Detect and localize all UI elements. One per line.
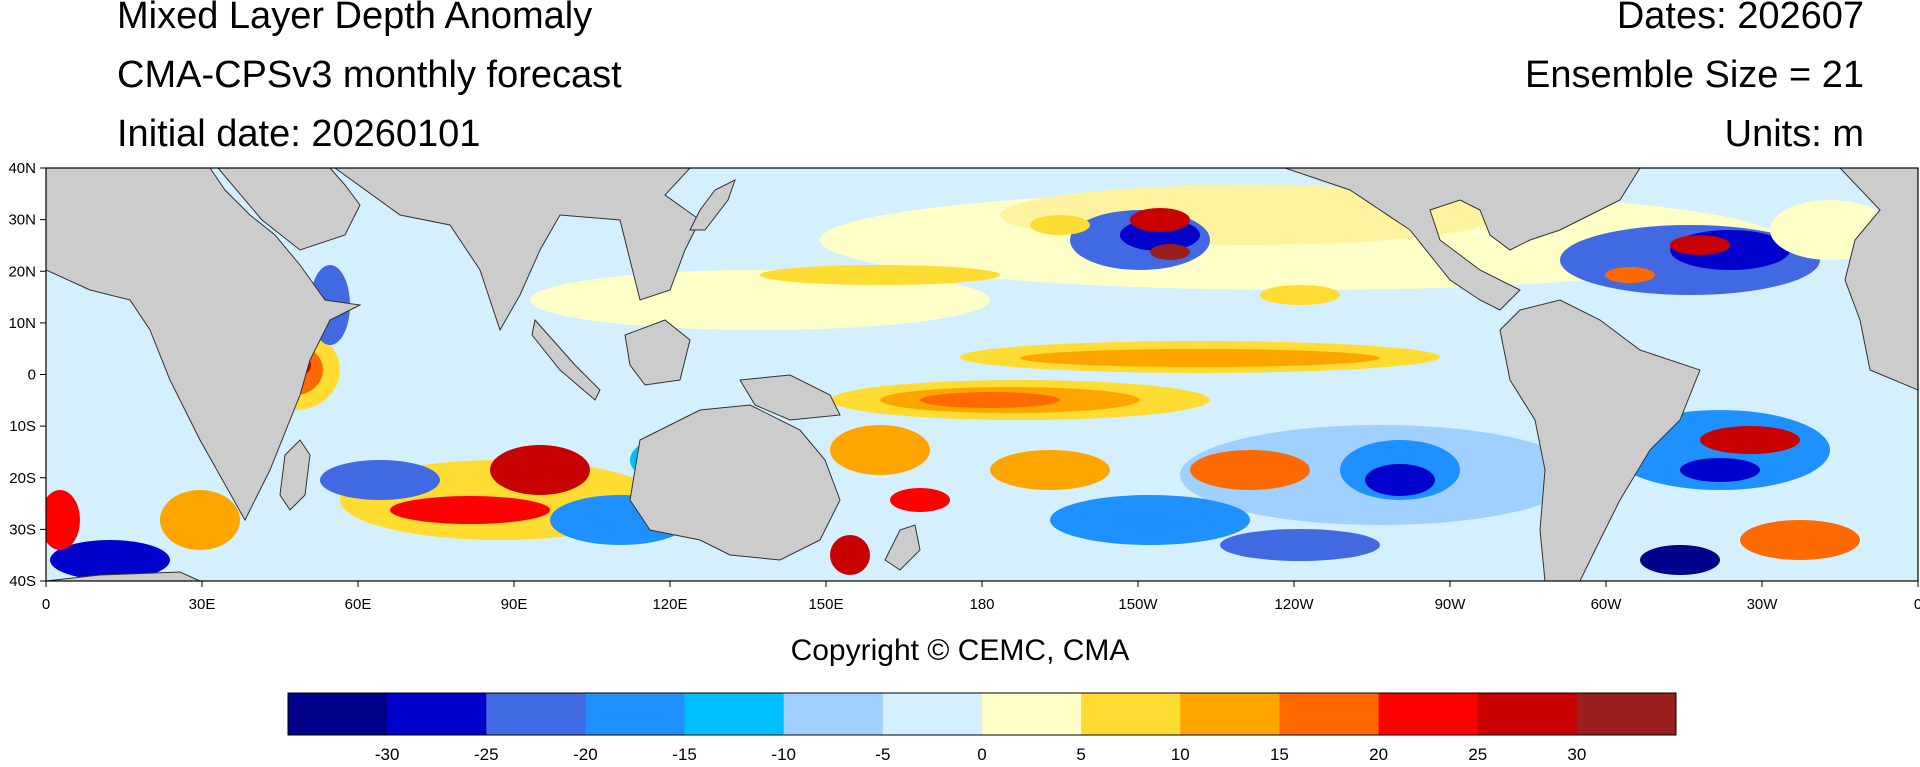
ensemble-size: Ensemble Size = 21	[1524, 54, 1864, 96]
lon-tick-label: 30W	[1747, 596, 1779, 613]
colorbar-label: 25	[1468, 745, 1487, 762]
lon-tick-label: 180	[969, 596, 994, 613]
colorbar-label: -20	[573, 745, 598, 762]
lat-tick-label: 30N	[8, 212, 36, 229]
lon-tick-label: 150E	[808, 596, 843, 613]
initial-date: Initial date: 20260101	[117, 113, 481, 155]
colorbar-swatch	[288, 693, 388, 735]
arabia-land	[217, 168, 361, 251]
map-subtitle: CMA-CPSv3 monthly forecast	[117, 54, 622, 96]
lon-tick-label: 150W	[1118, 596, 1158, 613]
lat-tick-label: 0	[28, 367, 36, 384]
lon-tick-label: 120W	[1274, 596, 1314, 613]
colorbar-label: -25	[474, 745, 499, 762]
colorbar-label: -5	[875, 745, 890, 762]
colorbar-swatch	[1081, 693, 1181, 735]
colorbar-swatch	[486, 693, 586, 735]
new-guinea-land	[739, 374, 841, 421]
units-label: Units: m	[1724, 113, 1864, 155]
lon-tick-label: 90E	[501, 596, 528, 613]
colorbar-label: -15	[672, 745, 697, 762]
lon-tick-label: 60E	[345, 596, 372, 613]
north-america-land	[1284, 168, 1641, 311]
antarctic-edge-land	[46, 571, 201, 581]
colorbar-label: 5	[1076, 745, 1085, 762]
colorbar-label: 30	[1567, 745, 1586, 762]
colorbar-swatch	[1180, 693, 1280, 735]
copyright-notice: Copyright © CEMC, CMA	[790, 634, 1130, 667]
lat-tick-label: 40N	[8, 160, 36, 177]
colorbar-swatch	[684, 693, 785, 735]
lon-tick-label: 30E	[189, 596, 216, 613]
lon-tick-label: 90W	[1435, 596, 1467, 613]
colorbar-swatch	[387, 693, 487, 735]
forecast-dates: Dates: 202607	[1616, 0, 1864, 37]
lon-tick-label: 0	[42, 596, 50, 613]
colorbar-label: 0	[977, 745, 986, 762]
eurasia-land	[334, 168, 701, 332]
colorbar: -30 -25 -20 -15 -10 -5 0 5 10 15 20 25 30	[287, 692, 1677, 764]
africa-land	[46, 168, 362, 522]
colorbar-swatch	[783, 693, 884, 735]
south-america-land	[1499, 299, 1701, 581]
australia-land	[629, 404, 841, 561]
colorbar-swatch	[882, 693, 983, 735]
colorbar-label: -30	[375, 745, 400, 762]
sumatra-land	[531, 318, 601, 401]
lat-tick-label: 40S	[9, 573, 36, 590]
colorbar-swatch	[1576, 693, 1677, 735]
madagascar-land	[279, 439, 311, 511]
lon-tick-label: 120E	[652, 596, 687, 613]
colorbar-frame	[287, 692, 1677, 736]
borneo-land	[624, 319, 691, 386]
japan-land	[689, 179, 736, 231]
lat-tick-label: 30S	[9, 521, 36, 538]
lon-tick-label: 60W	[1591, 596, 1623, 613]
greenland-west-africa-land	[1839, 168, 1918, 391]
colorbar-swatch	[982, 693, 1082, 735]
new-zealand-land	[884, 524, 921, 571]
lat-tick-label: 20N	[8, 263, 36, 280]
colorbar-label: 10	[1171, 745, 1190, 762]
colorbar-swatch	[1279, 693, 1380, 735]
colorbar-swatch	[585, 693, 686, 735]
lat-tick-label: 20S	[9, 470, 36, 487]
land-masses	[46, 168, 1918, 581]
colorbar-label: 20	[1369, 745, 1388, 762]
colorbar-label: -10	[771, 745, 796, 762]
lat-tick-label: 10S	[9, 418, 36, 435]
lat-tick-label: 10N	[8, 315, 36, 332]
colorbar-swatch	[1378, 693, 1479, 735]
lon-tick-label: 0	[1914, 596, 1920, 613]
map-axes: 0 30E 60E 90E 120E 150E 180 150W 120W 90W 60W 30W 04…	[8, 160, 1920, 613]
anomaly-field	[46, 168, 1918, 581]
colorbar-swatch	[1477, 693, 1578, 735]
colorbar-label: 15	[1270, 745, 1289, 762]
map-title: Mixed Layer Depth Anomaly	[117, 0, 593, 37]
